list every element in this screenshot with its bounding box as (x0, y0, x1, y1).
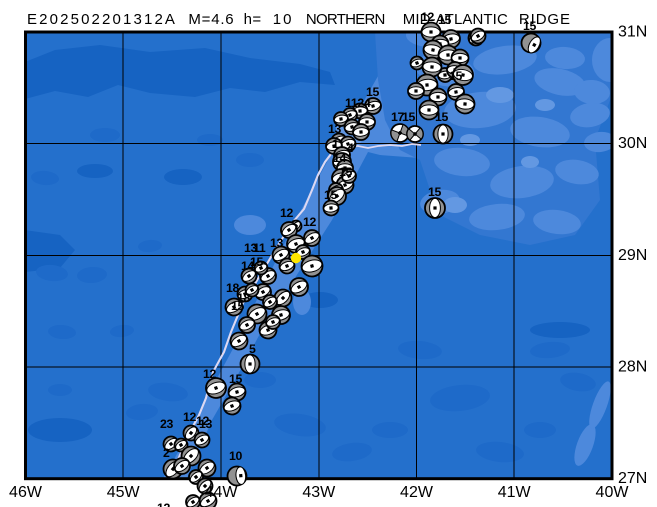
svg-text:RIDGE: RIDGE (519, 11, 571, 28)
svg-text:12: 12 (303, 215, 317, 229)
svg-text:15: 15 (229, 372, 243, 386)
svg-text:15: 15 (428, 185, 442, 199)
svg-text:5: 5 (249, 342, 256, 356)
svg-text:M=4.6: M=4.6 (188, 11, 234, 28)
svg-text:12: 12 (196, 414, 210, 428)
svg-text:41W: 41W (498, 484, 532, 501)
svg-text:13: 13 (244, 241, 258, 255)
svg-text:E202502201312A: E202502201312A (27, 11, 177, 28)
svg-text:18: 18 (226, 281, 240, 295)
svg-text:11: 11 (253, 241, 266, 255)
svg-text:30N: 30N (618, 135, 647, 152)
svg-text:12: 12 (203, 367, 217, 381)
svg-text:42W: 42W (400, 484, 434, 501)
svg-text:4: 4 (347, 141, 354, 155)
svg-text:2: 2 (163, 446, 170, 460)
svg-text:28N: 28N (618, 359, 647, 376)
svg-text:15: 15 (435, 110, 449, 124)
svg-text:17: 17 (391, 110, 405, 124)
svg-text:15: 15 (402, 110, 416, 124)
svg-text:MID-ATLANTIC: MID-ATLANTIC (403, 11, 508, 28)
svg-text:43W: 43W (302, 484, 336, 501)
svg-text:15: 15 (366, 85, 380, 99)
svg-text:15: 15 (324, 188, 338, 202)
svg-text:18: 18 (237, 291, 251, 305)
svg-text:15: 15 (339, 165, 353, 179)
svg-text:15: 15 (250, 255, 264, 269)
svg-text:14: 14 (333, 151, 347, 165)
svg-text:12: 12 (183, 410, 197, 424)
svg-text:15: 15 (231, 299, 245, 313)
svg-text:1124: 1124 (345, 96, 371, 110)
svg-text:13: 13 (328, 122, 342, 136)
svg-text:27N: 27N (618, 470, 647, 487)
svg-text:46W: 46W (9, 484, 43, 501)
svg-text:44W: 44W (205, 484, 239, 501)
svg-text:15: 15 (438, 13, 452, 27)
svg-text:40W: 40W (596, 484, 630, 501)
svg-text:15: 15 (523, 19, 537, 33)
svg-text:10: 10 (229, 449, 243, 463)
svg-text:13: 13 (199, 417, 213, 431)
svg-text:12: 12 (421, 10, 435, 24)
svg-text:11: 11 (332, 137, 345, 151)
svg-text:45W: 45W (107, 484, 141, 501)
svg-text:12: 12 (157, 501, 171, 507)
svg-text:29N: 29N (618, 247, 647, 264)
svg-text:14: 14 (241, 259, 255, 273)
svg-text:h=: h= (244, 11, 262, 28)
svg-text:15: 15 (449, 69, 463, 83)
svg-text:NORTHERN: NORTHERN (306, 11, 385, 28)
svg-text:12: 12 (280, 206, 294, 220)
svg-text:23: 23 (160, 417, 174, 431)
svg-text:10: 10 (273, 11, 294, 28)
svg-text:13: 13 (270, 236, 284, 250)
svg-text:31N: 31N (618, 24, 647, 41)
